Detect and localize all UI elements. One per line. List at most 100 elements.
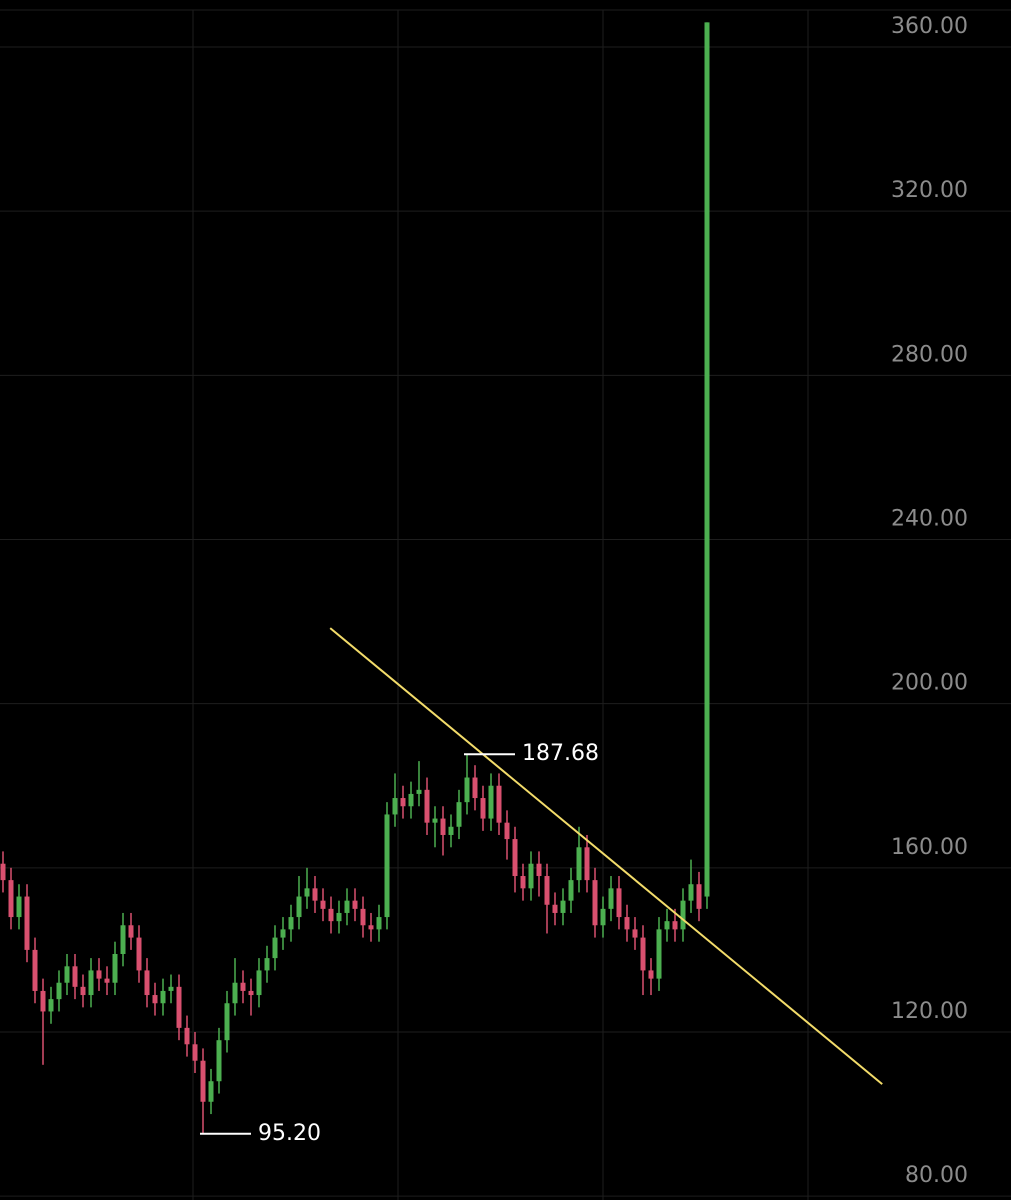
candle-body <box>288 917 294 930</box>
candle-body <box>168 986 174 991</box>
y-tick-label: 360.00 <box>891 14 968 39</box>
candle-body <box>496 785 502 823</box>
candle-body <box>696 884 702 909</box>
candle-body <box>552 904 558 913</box>
candle-body <box>40 990 46 1012</box>
candle-body <box>520 876 526 889</box>
candle-body <box>232 982 238 1004</box>
candle-body <box>160 990 166 1004</box>
candle-body <box>488 785 494 819</box>
candle-body <box>272 937 278 959</box>
candle-body <box>368 925 374 930</box>
y-tick-label: 200.00 <box>891 671 968 696</box>
y-tick-label: 240.00 <box>891 506 968 531</box>
candle-body <box>672 921 678 930</box>
candle-body <box>320 900 326 909</box>
candle-body <box>216 1040 222 1082</box>
candle-body <box>264 958 270 971</box>
candle-body <box>80 986 86 996</box>
candle-body <box>464 777 470 803</box>
candle-body <box>352 900 358 909</box>
candle-body <box>656 929 662 979</box>
candle-body <box>616 888 622 918</box>
candle-body <box>504 822 510 840</box>
candle-body <box>280 929 286 938</box>
price-marker-label: 187.68 <box>522 741 599 766</box>
candle-body <box>208 1081 214 1102</box>
candle-body <box>624 917 630 930</box>
candle-body <box>384 814 390 918</box>
candle-body <box>536 863 542 877</box>
candle-body <box>688 884 694 901</box>
candle-body <box>192 1044 198 1061</box>
candle-body <box>640 937 646 971</box>
candle-body <box>296 896 302 918</box>
candle-body <box>16 896 22 918</box>
candle-body <box>608 888 614 909</box>
candle-body <box>48 999 54 1012</box>
candle-body <box>136 937 142 971</box>
candle-body <box>200 1060 206 1102</box>
candle-body <box>704 22 710 897</box>
candle-body <box>24 896 30 950</box>
candle-body <box>336 912 342 922</box>
candle-body <box>600 908 606 926</box>
y-tick-label: 320.00 <box>891 178 968 203</box>
price-marker-label: 95.20 <box>258 1121 321 1146</box>
candle-body <box>632 929 638 938</box>
candle-body <box>104 978 110 983</box>
candle-body <box>680 900 686 930</box>
candle-body <box>440 818 446 835</box>
candle-body <box>120 925 126 954</box>
candle-body <box>112 953 118 983</box>
candle-body <box>512 839 518 877</box>
candle-body <box>152 995 158 1004</box>
candle-body <box>0 863 6 881</box>
candle-body <box>432 818 438 823</box>
candle-body <box>96 970 102 979</box>
candle-body <box>64 966 70 983</box>
candle-body <box>544 876 550 905</box>
candle-body <box>528 863 534 889</box>
candle-body <box>568 880 574 901</box>
candle-body <box>176 986 182 1028</box>
candle-body <box>304 888 310 897</box>
candle-body <box>584 847 590 881</box>
candle-body <box>576 847 582 881</box>
candle-body <box>312 888 318 901</box>
candle-body <box>88 970 94 996</box>
y-tick-label: 160.00 <box>891 835 968 860</box>
y-tick-label: 120.00 <box>891 999 968 1024</box>
candle-body <box>424 789 430 823</box>
candle-body <box>248 990 254 996</box>
candle-body <box>664 921 670 930</box>
candle-body <box>344 900 350 913</box>
candle-body <box>328 908 334 922</box>
candle-body <box>408 793 414 807</box>
candle-body <box>560 900 566 913</box>
y-tick-label: 280.00 <box>891 342 968 367</box>
candle-body <box>256 970 262 996</box>
candle-body <box>56 982 62 1000</box>
candle-body <box>8 880 14 918</box>
candle-body <box>240 982 246 991</box>
candle-body <box>144 970 150 996</box>
candle-body <box>456 802 462 827</box>
candle-body <box>32 949 38 991</box>
trendline <box>329 627 883 1085</box>
candle-body <box>128 925 134 938</box>
candle-body <box>392 798 398 815</box>
candle-body <box>360 908 366 926</box>
candle-body <box>472 777 478 799</box>
candle-body <box>648 970 654 979</box>
candle-body <box>592 880 598 926</box>
candle-body <box>224 1003 230 1041</box>
candle-body <box>184 1027 190 1045</box>
candle-body <box>480 798 486 819</box>
candle-body <box>376 917 382 930</box>
candle-body <box>448 826 454 835</box>
candle-body <box>400 798 406 807</box>
candle-body <box>72 966 78 987</box>
